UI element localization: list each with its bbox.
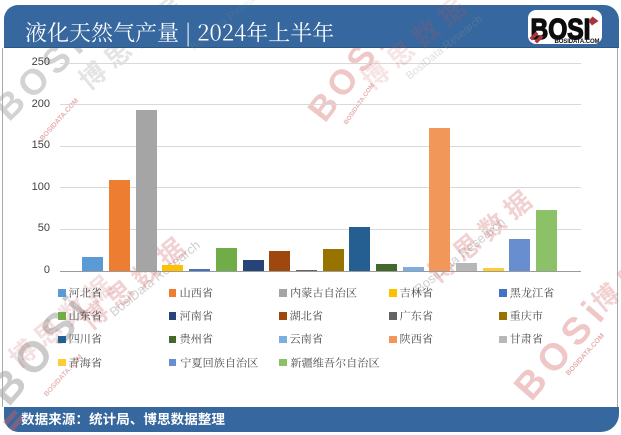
svg-text:BOSIDATA.COM: BOSIDATA.COM xyxy=(555,39,600,44)
